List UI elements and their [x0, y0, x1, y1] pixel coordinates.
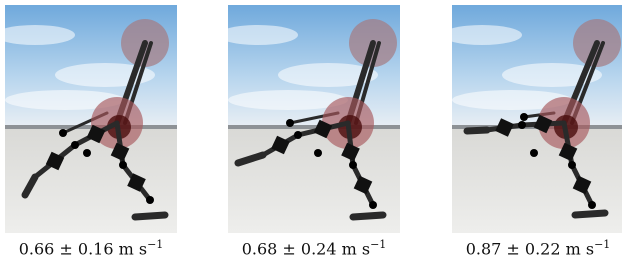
- robot-joint: [83, 149, 91, 157]
- simulation-frame: [228, 5, 400, 233]
- caption-exponent: −1: [147, 238, 163, 251]
- caption-text: 0.68 ± 0.24 m s: [242, 239, 370, 258]
- robot-joint: [119, 161, 127, 169]
- caption: 0.87 ± 0.22 m s−1: [438, 238, 622, 258]
- caption: 0.66 ± 0.16 m s−1: [0, 238, 191, 258]
- simulation-frame: [5, 5, 177, 233]
- caption-exponent: −1: [370, 238, 386, 251]
- robot-joint: [349, 161, 357, 169]
- robot-joint: [314, 149, 322, 157]
- robot-limb: [575, 213, 605, 215]
- ground: [452, 129, 622, 233]
- robot-joint: [588, 201, 596, 209]
- robot-joint: [59, 129, 67, 137]
- robot-joint: [530, 149, 538, 157]
- robot-joint: [286, 119, 294, 127]
- robot-limb: [467, 130, 487, 131]
- robot-joint: [369, 201, 377, 209]
- robot-joint: [294, 131, 302, 139]
- simulation-frame: [452, 5, 622, 233]
- caption-text: 0.66 ± 0.16 m s: [19, 239, 147, 258]
- robot-joint: [520, 113, 528, 121]
- robot-joint: [568, 161, 576, 169]
- robot-joint: [71, 141, 79, 149]
- caption: 0.68 ± 0.24 m s−1: [214, 238, 414, 258]
- caption-exponent: −1: [594, 238, 610, 251]
- figure: 0.66 ± 0.16 m s−1 0.68 ± 0.24 m s−1 0.87…: [0, 0, 622, 265]
- robot-joint: [146, 196, 154, 204]
- robot-limb: [135, 215, 165, 217]
- robot-limb: [353, 215, 383, 217]
- caption-text: 0.87 ± 0.22 m s: [466, 239, 594, 258]
- robot-joint: [518, 121, 526, 129]
- horizon: [228, 125, 400, 129]
